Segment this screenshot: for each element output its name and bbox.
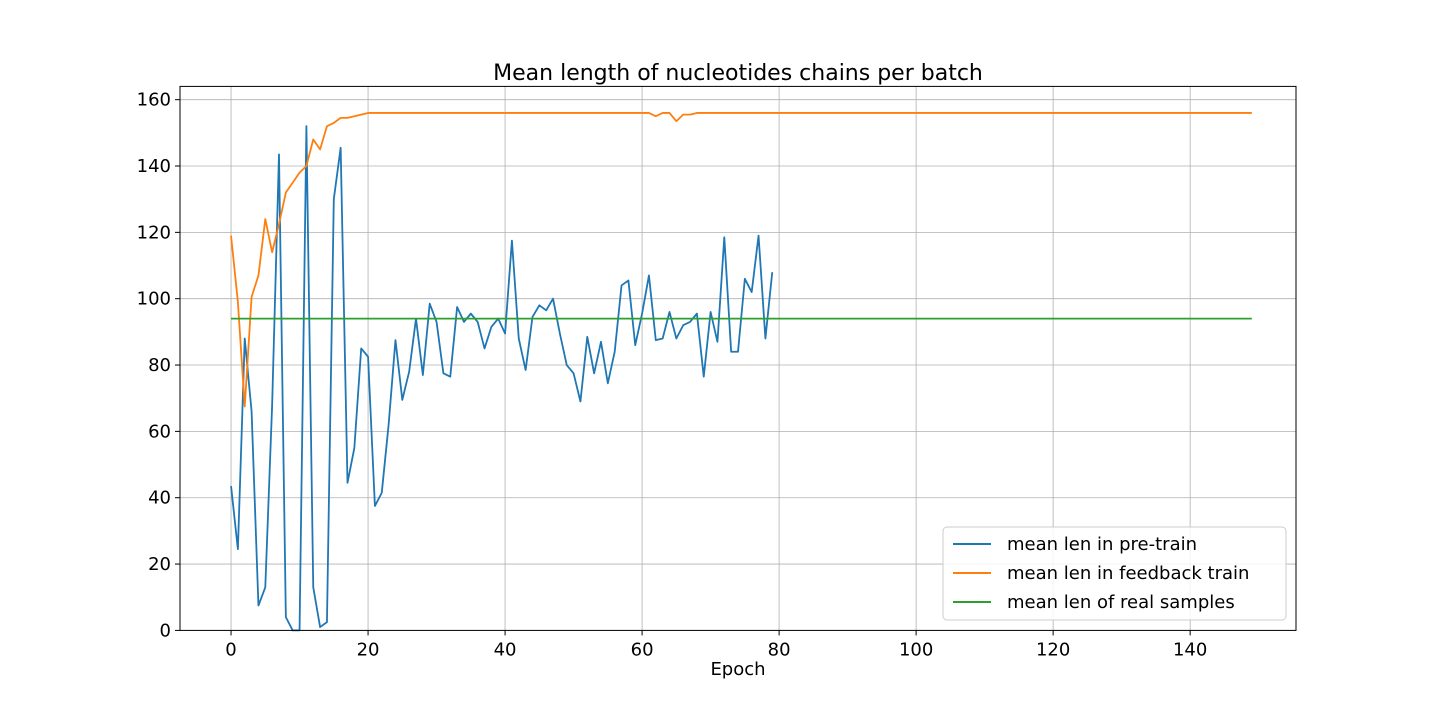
y-tick-label: 80 [148,355,171,376]
x-tick-label: 140 [1173,639,1207,660]
x-tick-label: 40 [494,639,517,660]
y-axis-ticks: 0 20 40 60 80 100 120 140 160 [137,90,180,641]
x-axis-label: Epoch [710,659,765,680]
series-line-1 [230,112,1252,408]
y-tick-label: 160 [137,90,171,111]
y-tick-label: 120 [137,222,171,243]
x-axis-ticks: 0 20 40 60 80 100 120 140 [225,630,1207,660]
chart-title: Mean length of nucleotides chains per ba… [493,61,983,86]
y-tick-label: 0 [160,620,171,641]
legend-label: mean len of real samples [1007,592,1235,613]
series-line-0 [230,125,774,632]
y-tick-label: 40 [148,488,171,509]
y-tick-label: 20 [148,554,171,575]
series-lines [230,112,1252,632]
y-tick-label: 100 [137,289,171,310]
y-tick-label: 140 [137,156,171,177]
x-tick-label: 0 [225,639,236,660]
plot-area-frame [179,85,1297,631]
legend: mean len in pre-train mean len in feedbac… [942,526,1287,621]
x-tick-label: 20 [357,639,380,660]
x-tick-label: 80 [768,639,791,660]
legend-box [942,526,1287,621]
legend-label: mean len in feedback train [1007,563,1249,584]
x-tick-label: 120 [1036,639,1070,660]
x-tick-label: 60 [631,639,654,660]
x-tick-label: 100 [899,639,933,660]
legend-label: mean len in pre-train [1007,534,1197,555]
y-tick-label: 60 [148,421,171,442]
